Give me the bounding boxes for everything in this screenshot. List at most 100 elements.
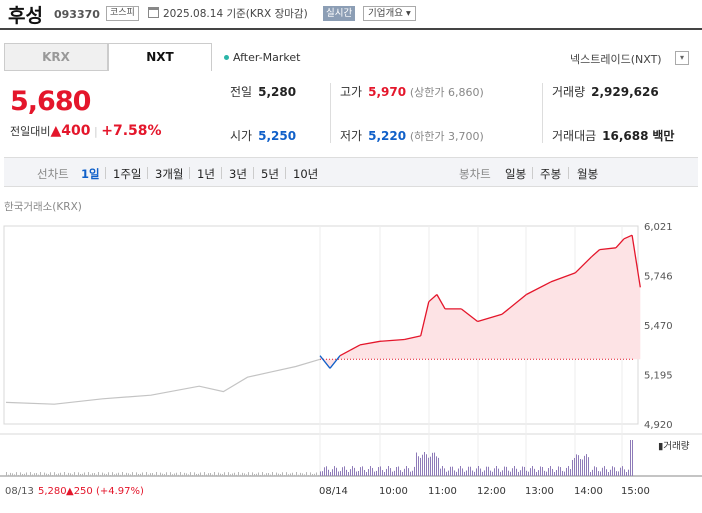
volume-bar	[286, 472, 287, 476]
volume-bar	[302, 473, 303, 476]
price-line-segment	[379, 338, 405, 342]
volume-bar	[444, 468, 445, 476]
price-area-fill	[320, 235, 641, 369]
volume-bar	[294, 474, 295, 476]
volume-value: 2,929,626	[591, 85, 659, 99]
volume-bar	[598, 471, 599, 476]
volume-bar	[224, 472, 225, 476]
prev-day-change: ▲250 (+4.97%)	[66, 486, 144, 497]
volume-bar	[442, 466, 443, 476]
volume-bar	[204, 472, 205, 476]
company-info-button[interactable]: 기업개요 ▾	[363, 6, 416, 21]
volume-bar	[120, 474, 121, 476]
volume-bar	[124, 474, 125, 476]
volume-bar	[518, 471, 519, 476]
volume-bar	[164, 474, 165, 476]
period-10y[interactable]: 10년	[293, 167, 319, 181]
chevron-down-icon[interactable]: ▾	[675, 51, 689, 65]
volume-bar	[54, 472, 55, 476]
volume-bar	[358, 470, 359, 476]
period-3y[interactable]: 3년	[229, 167, 247, 181]
volume-bar	[10, 472, 11, 476]
volume-bar	[394, 470, 395, 476]
volume-bar	[540, 466, 541, 476]
prev-day-close: 5,280	[38, 486, 67, 497]
volume-bar	[172, 474, 173, 476]
volume-bar	[624, 469, 625, 476]
volume-bar	[324, 467, 325, 476]
volume-bar	[346, 469, 347, 476]
volume-bar	[196, 473, 197, 476]
volume-bar	[408, 468, 409, 476]
volume-bar	[338, 471, 339, 476]
volume-bar	[248, 472, 249, 476]
divider: |	[94, 125, 98, 138]
volume-bar	[422, 454, 423, 476]
realtime-button[interactable]: 실시간	[323, 6, 356, 21]
volume-bar	[590, 471, 591, 476]
volume-bar	[20, 472, 21, 476]
price-line-segment	[526, 281, 552, 296]
volume-bar	[64, 472, 65, 476]
stock-name: 후성	[8, 5, 43, 27]
volume-bar	[448, 470, 449, 476]
current-price: 5,680	[10, 86, 91, 117]
volume-bar	[524, 466, 525, 476]
volume-bar	[216, 474, 217, 476]
period-monthly-candle[interactable]: 월봉	[577, 167, 599, 181]
period-weekly-candle[interactable]: 주봉	[540, 167, 562, 181]
volume-bar	[44, 472, 45, 476]
volume-bar	[152, 473, 153, 476]
volume-bar	[144, 474, 145, 476]
volume-bar	[414, 466, 415, 476]
period-5y[interactable]: 5년	[261, 167, 279, 181]
volume-bar	[550, 466, 551, 476]
x-tick-label: 14:00	[574, 486, 603, 497]
volume-bar	[532, 466, 533, 476]
volume-bar	[554, 471, 555, 476]
period-3m[interactable]: 3개월	[155, 167, 184, 181]
volume-bar	[288, 474, 289, 476]
volume-bar	[108, 472, 109, 476]
stock-header: 후성 093370 코스피 2025.08.14 기준(KRX 장마감) 실시간…	[0, 0, 702, 30]
volume-bar	[128, 473, 129, 476]
period-1w[interactable]: 1주일	[113, 167, 142, 181]
volume-bar	[430, 456, 431, 476]
price-line-segment	[436, 294, 446, 310]
volume-bar	[360, 467, 361, 476]
period-1y[interactable]: 1년	[197, 167, 215, 181]
tab-krx[interactable]: KRX	[4, 43, 108, 71]
divider	[330, 83, 331, 143]
volume-bar	[26, 472, 27, 476]
price-line-segment	[359, 340, 381, 346]
volume-bar	[70, 473, 71, 476]
volume-bar	[376, 470, 377, 476]
volume-bar	[198, 473, 199, 476]
volume-bar	[494, 468, 495, 476]
price-line-segment	[550, 272, 576, 283]
quote-info-grid: 전일 5,280 고가 5,970 (상한가 6,860) 거래량 2,929,626…	[230, 83, 695, 143]
volume-bar	[254, 473, 255, 476]
divider	[532, 167, 533, 179]
volume-bar	[600, 471, 601, 476]
volume-bar	[90, 474, 91, 476]
volume-bar	[132, 472, 133, 476]
period-daily-candle[interactable]: 일봉	[505, 167, 527, 181]
volume-bar	[34, 473, 35, 476]
volume-bar	[16, 472, 17, 476]
y-tick-label: 4,920	[644, 420, 673, 431]
volume-bar	[80, 473, 81, 476]
volume-bar	[556, 470, 557, 476]
volume-bar	[306, 472, 307, 476]
nxt-link[interactable]: 넥스트레이드(NXT)	[570, 53, 662, 66]
volume-label: 거래량	[552, 85, 586, 99]
period-1d[interactable]: 1일	[81, 167, 100, 181]
volume-bar	[292, 472, 293, 476]
volume-bar	[58, 473, 59, 476]
tab-nxt[interactable]: NXT	[108, 43, 212, 71]
divider	[542, 83, 543, 143]
amount-label: 거래대금	[552, 129, 597, 143]
volume-bar	[476, 468, 477, 476]
volume-bar	[490, 470, 491, 476]
